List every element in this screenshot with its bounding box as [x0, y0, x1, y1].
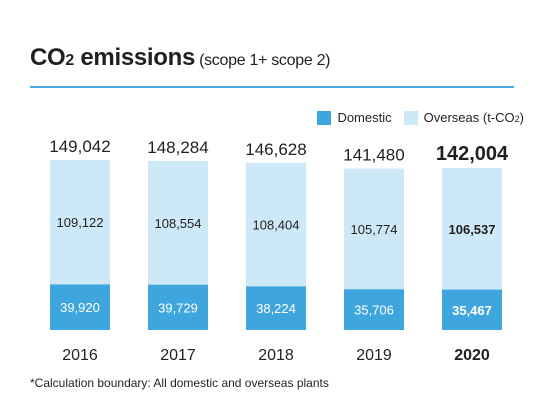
legend-swatch-overseas [403, 110, 418, 125]
bar-overseas-2018 [246, 162, 306, 287]
label-domestic-2017: 39,729 [158, 300, 198, 315]
title-scope: (scope 1+ scope 2) [199, 52, 331, 69]
label-domestic-2020: 35,467 [452, 303, 492, 318]
label-total-2016: 149,042 [49, 137, 110, 156]
x-tick-2016: 2016 [62, 347, 98, 364]
legend-label-domestic: Domestic [337, 110, 392, 125]
x-tick-2020: 2020 [454, 347, 490, 364]
x-tick-2018: 2018 [258, 347, 294, 364]
legend-overseas-prefix: Overseas (t-CO [423, 110, 515, 125]
label-overseas-2020: 106,537 [449, 222, 496, 237]
title-main-suffix: emissions [74, 44, 196, 71]
stacked-bar-chart: 39,920 109,122 149,042 2016 39,729 108,554 148… [49, 137, 509, 364]
bar-overseas-2017 [148, 160, 208, 285]
bar-domestic-2016 [50, 284, 110, 330]
label-total-2018: 146,628 [245, 140, 306, 159]
title-subscript: 2 [65, 52, 75, 69]
label-overseas-2019: 105,774 [351, 222, 398, 237]
label-overseas-2018: 108,404 [253, 218, 300, 233]
bar-domestic-2020 [442, 289, 502, 330]
label-domestic-2019: 35,706 [354, 303, 394, 318]
title-main-prefix: CO [30, 44, 66, 71]
label-overseas-2016: 109,122 [57, 215, 104, 230]
footnote: *Calculation boundary: All domestic and … [30, 376, 329, 390]
label-overseas-2017: 108,554 [155, 216, 202, 231]
legend-item-overseas: Overseas (t-CO2) [403, 110, 524, 125]
label-total-2017: 148,284 [147, 138, 208, 157]
chart-title: CO2 emissions (scope 1+ scope 2) [30, 44, 331, 72]
x-tick-2017: 2017 [160, 347, 196, 364]
legend-overseas-subscript: 2 [514, 114, 520, 124]
bar-domestic-2019 [344, 289, 404, 330]
bar-overseas-2016 [50, 160, 110, 285]
legend-overseas-suffix: ) [519, 110, 524, 125]
x-tick-2019: 2019 [356, 347, 392, 364]
bar-domestic-2018 [246, 286, 306, 330]
label-total-2019: 141,480 [343, 146, 404, 165]
label-domestic-2016: 39,920 [60, 300, 100, 315]
title-divider [30, 86, 514, 88]
legend-swatch-domestic [317, 110, 332, 125]
bar-overseas-2020 [442, 168, 502, 290]
bar-overseas-2019 [344, 168, 404, 290]
legend-item-domestic: Domestic [317, 110, 392, 125]
label-total-2020: 142,004 [436, 143, 509, 165]
label-domestic-2018: 38,224 [256, 301, 296, 316]
bar-domestic-2017 [148, 284, 208, 330]
chart-legend: Domestic Overseas (t-CO2) [311, 110, 524, 125]
legend-label-overseas: Overseas (t-CO2) [424, 110, 524, 125]
